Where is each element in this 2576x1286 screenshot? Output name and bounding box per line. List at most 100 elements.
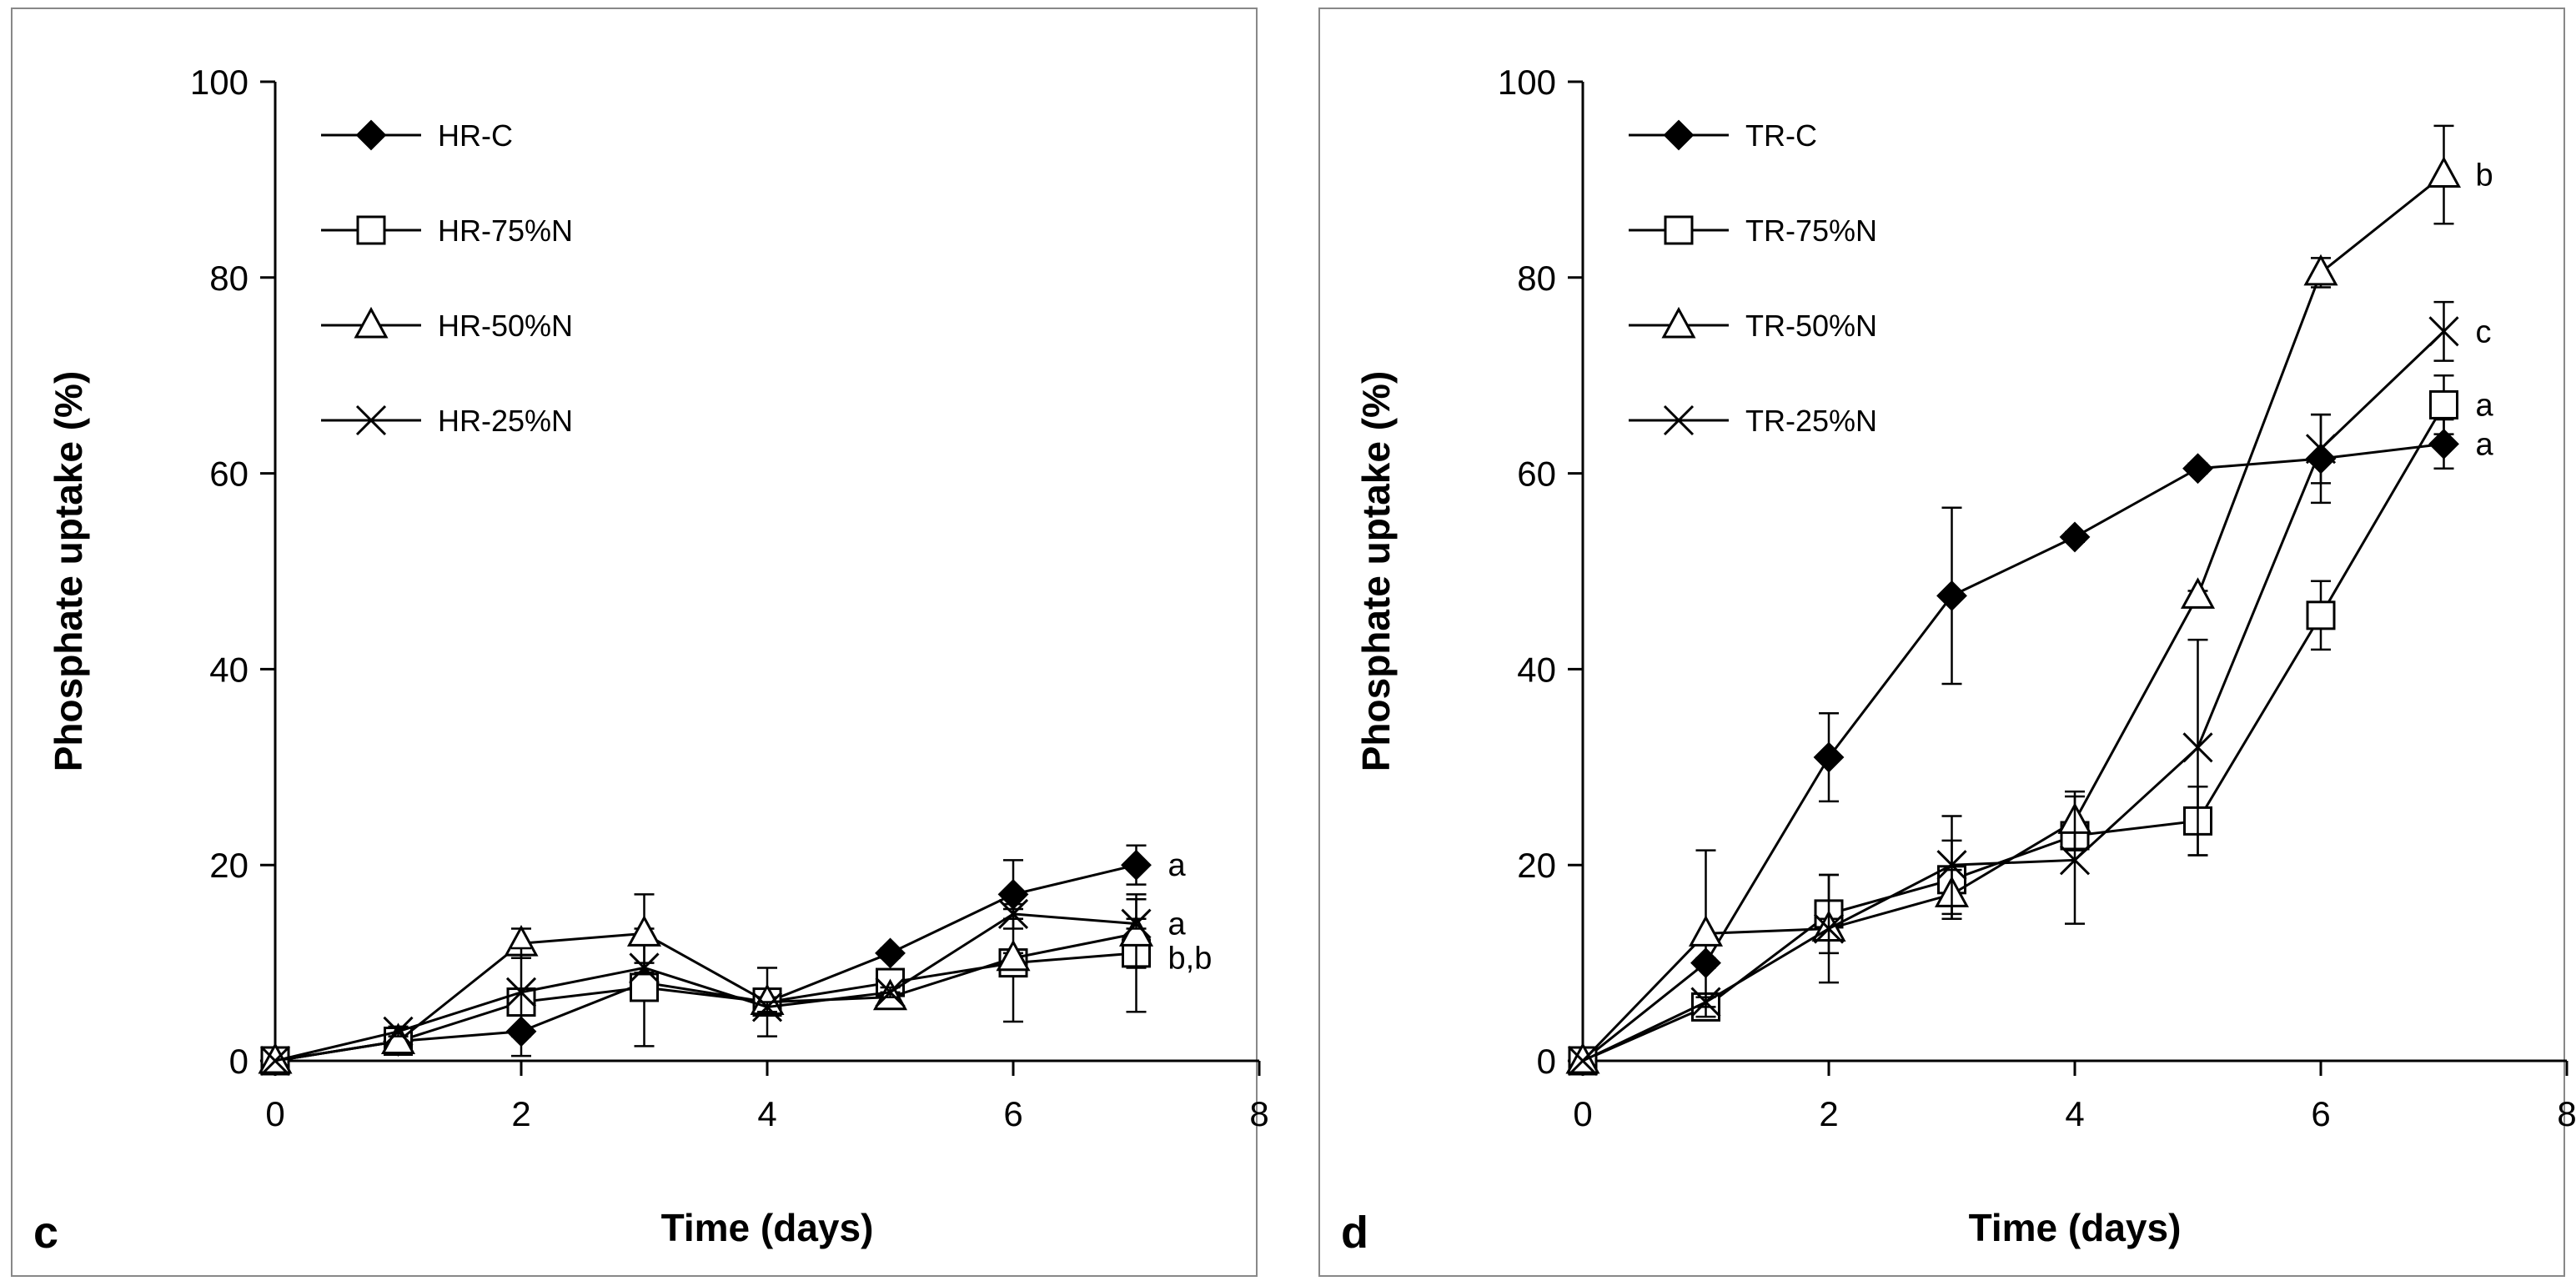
data-point [2429, 389, 2458, 419]
significance-label: a [1168, 907, 1187, 942]
series-0 [1567, 413, 2459, 1077]
data-point [875, 937, 906, 969]
legend-label: TR-C [1745, 118, 1817, 153]
data-point [505, 977, 537, 1007]
y-tick-label: 100 [190, 63, 249, 102]
y-tick-label: 100 [1498, 63, 1556, 102]
chart-panel-d: 0 20 40 60 80 100 0 2 4 6 8 Time (days) Phosphate up… [1308, 0, 2576, 1286]
significance-label: b,b [1168, 942, 1213, 977]
x-tick-label: 2 [1819, 1094, 1838, 1133]
legend-label: TR-50%N [1745, 309, 1877, 343]
data-point-stroke-b [1121, 908, 1152, 939]
data-point-stroke-b [2305, 434, 2337, 465]
x-tick-label: 8 [2557, 1094, 2576, 1133]
legend-marker [355, 404, 387, 436]
y-tick-label: 80 [1517, 259, 1556, 298]
data-point [1690, 987, 1721, 1017]
legend-marker [1663, 404, 1695, 436]
data-point [626, 915, 662, 947]
data-point [383, 1016, 414, 1047]
series-line [1582, 442, 2444, 1062]
significance-label: a [2476, 427, 2494, 462]
x-tick-label: 4 [757, 1094, 776, 1133]
data-point [2428, 316, 2459, 347]
series-line [274, 863, 1137, 1062]
data-point [1121, 849, 1152, 881]
legend: HR-C HR-75%N HR-50%N HR-25%N [321, 118, 573, 438]
data-point-stroke-b [1813, 913, 1845, 944]
y-tick-label: 80 [209, 259, 249, 298]
series-2 [1565, 124, 2462, 1074]
data-point [2426, 156, 2462, 188]
x-axis-title: Time (days) [661, 1206, 874, 1249]
legend-marker [354, 306, 389, 339]
data-point [630, 972, 659, 1002]
series-3 [1567, 300, 2459, 1077]
data-point-stroke-b [1936, 850, 1967, 881]
panel-frame [11, 8, 1258, 1277]
panel-letter: d [1341, 1208, 1368, 1258]
x-tick-label: 8 [1249, 1094, 1268, 1133]
legend-marker-stroke-b [1663, 404, 1695, 436]
legend-label: TR-25%N [1745, 404, 1877, 438]
y-axis-title: Phosphate uptake (%) [1354, 371, 1398, 772]
significance-label: a [2476, 388, 2494, 423]
data-point [2428, 428, 2459, 460]
chart-panel-c: 0 20 40 60 80 100 0 2 4 6 8 Time (days) Phosphate up… [0, 0, 1268, 1286]
data-point-stroke-b [751, 992, 783, 1022]
y-tick-label: 40 [209, 650, 249, 689]
legend-marker-stroke-b [355, 404, 387, 436]
legend-marker [1664, 215, 1694, 245]
y-tick-label: 0 [229, 1042, 249, 1081]
data-point-stroke-b [629, 952, 660, 983]
data-point [2306, 600, 2336, 630]
data-point-stroke-b [259, 1045, 291, 1077]
legend-label: TR-75%N [1745, 213, 1877, 248]
legend-marker [356, 215, 386, 245]
x-axis-title: Time (days) [1969, 1206, 2182, 1249]
x-tick-label: 4 [2065, 1094, 2084, 1133]
legend-label: HR-50%N [438, 309, 573, 343]
chart-svg-d: 0 20 40 60 80 100 0 2 4 6 8 Time (days) Phosphate up… [1318, 8, 2576, 1277]
x-tick-label: 0 [265, 1094, 284, 1133]
data-point-stroke-b [2182, 732, 2213, 763]
data-point [875, 977, 906, 1007]
significance-label: c [2476, 314, 2492, 349]
data-point [1936, 850, 1967, 881]
data-point [1813, 741, 1845, 773]
data-point [996, 939, 1031, 972]
legend-label: HR-25%N [438, 404, 573, 438]
series-line [1582, 330, 2445, 1062]
data-point-stroke-b [997, 898, 1029, 929]
data-point-stroke-b [1690, 987, 1721, 1017]
series-line [274, 912, 1137, 1062]
data-point [751, 992, 783, 1022]
data-point [629, 952, 660, 983]
x-tick-label: 2 [511, 1094, 530, 1133]
data-point [2303, 254, 2338, 286]
data-point-stroke-b [875, 977, 906, 1007]
data-point-stroke-b [505, 977, 537, 1007]
data-point-stroke-b [1567, 1045, 1599, 1077]
y-tick-label: 20 [1517, 846, 1556, 885]
significance-label: b [2476, 158, 2493, 193]
series-line [274, 952, 1137, 1062]
chart-svg-c: 0 20 40 60 80 100 0 2 4 6 8 Time (days) Phosphate up… [11, 8, 1268, 1277]
panel-letter: c [33, 1208, 58, 1258]
data-point-stroke-b [2059, 845, 2091, 876]
y-axis-title: Phosphate uptake (%) [47, 371, 90, 772]
legend-marker [1661, 306, 1696, 339]
data-point [997, 898, 1029, 929]
data-point [2059, 521, 2091, 553]
y-tick-label: 60 [209, 455, 249, 494]
data-point [259, 1045, 291, 1077]
data-point-stroke-b [2428, 316, 2459, 347]
data-point [2180, 577, 2216, 609]
panel-frame [1318, 8, 2565, 1277]
y-tick-label: 20 [209, 846, 249, 885]
legend-marker [355, 119, 387, 151]
data-point [2182, 732, 2213, 763]
data-point [2305, 434, 2337, 465]
y-tick-label: 60 [1517, 455, 1556, 494]
data-point [1565, 1042, 1600, 1074]
